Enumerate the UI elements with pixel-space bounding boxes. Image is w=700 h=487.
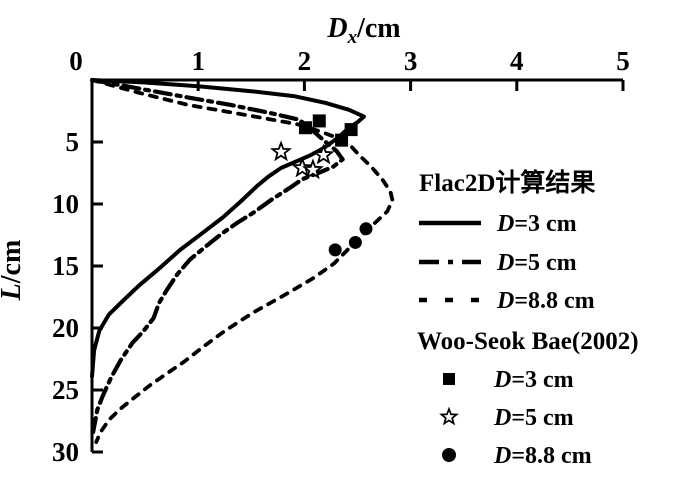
legend-label-wooseok-d5: D=5 cm bbox=[493, 405, 574, 431]
y-axis-title: L/cm bbox=[0, 240, 27, 302]
curve-dash-dot bbox=[89, 77, 345, 435]
square-marker bbox=[335, 133, 349, 147]
x-tick-label: 2 bbox=[298, 46, 312, 76]
y-tick-label: 15 bbox=[52, 251, 79, 281]
star-marker bbox=[301, 158, 324, 180]
x-tick-label: 4 bbox=[510, 46, 524, 76]
legend-label-wooseok-d3: D=3 cm bbox=[493, 367, 574, 393]
curve-solid bbox=[90, 78, 366, 379]
x-tick-label: 1 bbox=[191, 46, 205, 76]
y-tick-label: 25 bbox=[52, 375, 79, 405]
star-marker bbox=[312, 143, 335, 165]
y-tick-label: 20 bbox=[52, 313, 79, 343]
circle-marker bbox=[328, 243, 342, 257]
legend-group-wooseok-title: Woo-Seok Bae(2002) bbox=[417, 328, 639, 355]
square-marker bbox=[312, 114, 326, 128]
legend-swatch-star bbox=[439, 406, 459, 426]
circle-marker bbox=[348, 235, 362, 249]
y-tick-label: 30 bbox=[52, 437, 79, 467]
legend-label-flac2d-d3: D=3 cm bbox=[496, 211, 577, 237]
legend-swatch-circle bbox=[442, 448, 456, 462]
star-marker bbox=[270, 140, 293, 162]
circle-marker bbox=[359, 222, 373, 236]
square-marker bbox=[344, 123, 358, 137]
legend-label-wooseok-d88: D=8.8 cm bbox=[493, 443, 592, 469]
legend-group-flac2d-title: Flac2D计算结果 bbox=[419, 168, 595, 197]
star-marker bbox=[291, 156, 314, 178]
legend-label-flac2d-d5: D=5 cm bbox=[496, 250, 577, 276]
legend-label-flac2d-d88: D=8.8 cm bbox=[496, 288, 595, 314]
x-tick-label: 0 bbox=[69, 46, 83, 76]
x-tick-label: 5 bbox=[616, 46, 630, 76]
y-tick-label: 5 bbox=[66, 127, 80, 157]
x-tick-label: 3 bbox=[404, 46, 418, 76]
plot-area: 0 1 2 3 4 5 5 10 15 20 25 30 bbox=[52, 46, 630, 467]
legend-swatch-square bbox=[443, 373, 455, 385]
square-marker bbox=[298, 121, 312, 135]
y-tick-label: 10 bbox=[52, 189, 79, 219]
x-axis-title: Dx/cm bbox=[326, 13, 400, 48]
